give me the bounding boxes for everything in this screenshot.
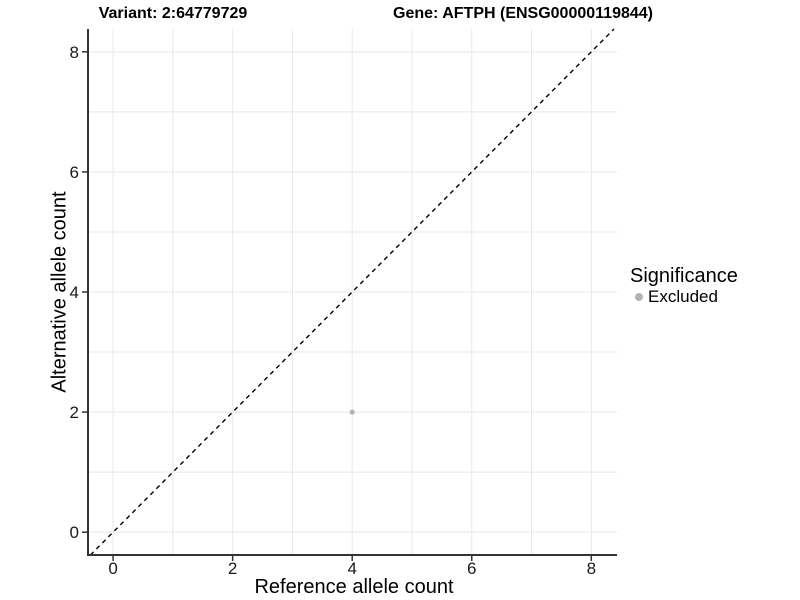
y-tick-label: 8 [70,43,79,62]
y-axis-title: Alternative allele count [48,191,71,393]
x-tick-label: 8 [587,559,596,578]
x-tick-label: 2 [228,559,237,578]
plot-title-gene: Gene: AFTPH (ENSG00000119844) [393,5,653,22]
y-tick-label: 0 [70,523,79,542]
legend-item-label: Excluded [648,287,718,306]
legend: Significance Excluded [630,266,738,306]
x-tick-label: 6 [467,559,476,578]
data-point [349,409,355,415]
excluded-marker-icon [635,293,643,301]
x-tick-label: 0 [108,559,117,578]
x-axis-title: Reference allele count [254,576,454,598]
plot-title-variant: Variant: 2:64779729 [98,5,248,22]
x-tick-label: 4 [347,559,356,578]
y-tick-label: 2 [70,403,79,422]
y-tick-label: 6 [70,163,79,182]
y-tick-label: 4 [70,283,79,302]
legend-item-excluded: Excluded [630,288,738,306]
legend-title: Significance [630,265,738,287]
